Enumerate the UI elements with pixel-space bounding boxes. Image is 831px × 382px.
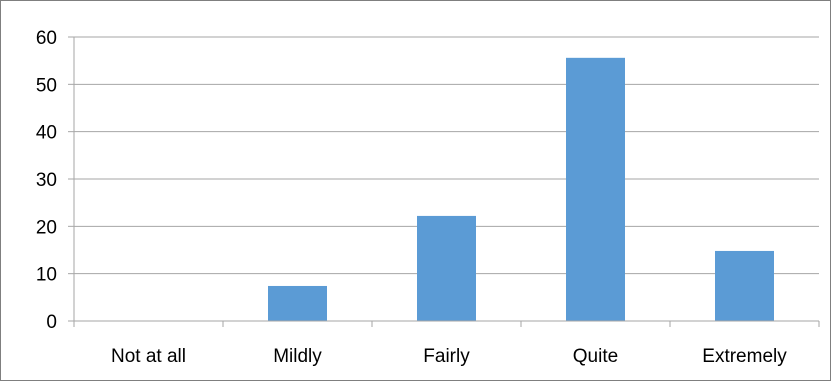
y-tick-label-60: 60 <box>36 28 57 49</box>
y-tick-label-50: 50 <box>36 75 57 96</box>
y-tick-label-30: 30 <box>36 170 57 191</box>
x-tick-label-mildly: Mildly <box>273 346 322 367</box>
tick-labels: 0 10 20 30 40 50 60 Not at all Mildly Fairly Quite… <box>36 28 787 367</box>
bar-extremely <box>715 250 774 321</box>
gridlines <box>74 36 819 275</box>
axes <box>68 36 820 327</box>
y-tick-label-0: 0 <box>46 312 57 333</box>
x-tick-label-extremely: Extremely <box>702 346 787 367</box>
y-tick-label-20: 20 <box>36 217 57 238</box>
x-tick-label-not-at-all: Not at all <box>111 346 186 367</box>
bars <box>268 57 774 322</box>
bar-quite <box>566 57 625 322</box>
bar-fairly <box>417 215 476 321</box>
x-tick-label-quite: Quite <box>573 346 618 367</box>
y-tick-label-40: 40 <box>36 123 57 144</box>
bar-mildly <box>268 285 327 321</box>
x-tick-label-fairly: Fairly <box>423 346 470 367</box>
y-tick-label-10: 10 <box>36 265 57 286</box>
